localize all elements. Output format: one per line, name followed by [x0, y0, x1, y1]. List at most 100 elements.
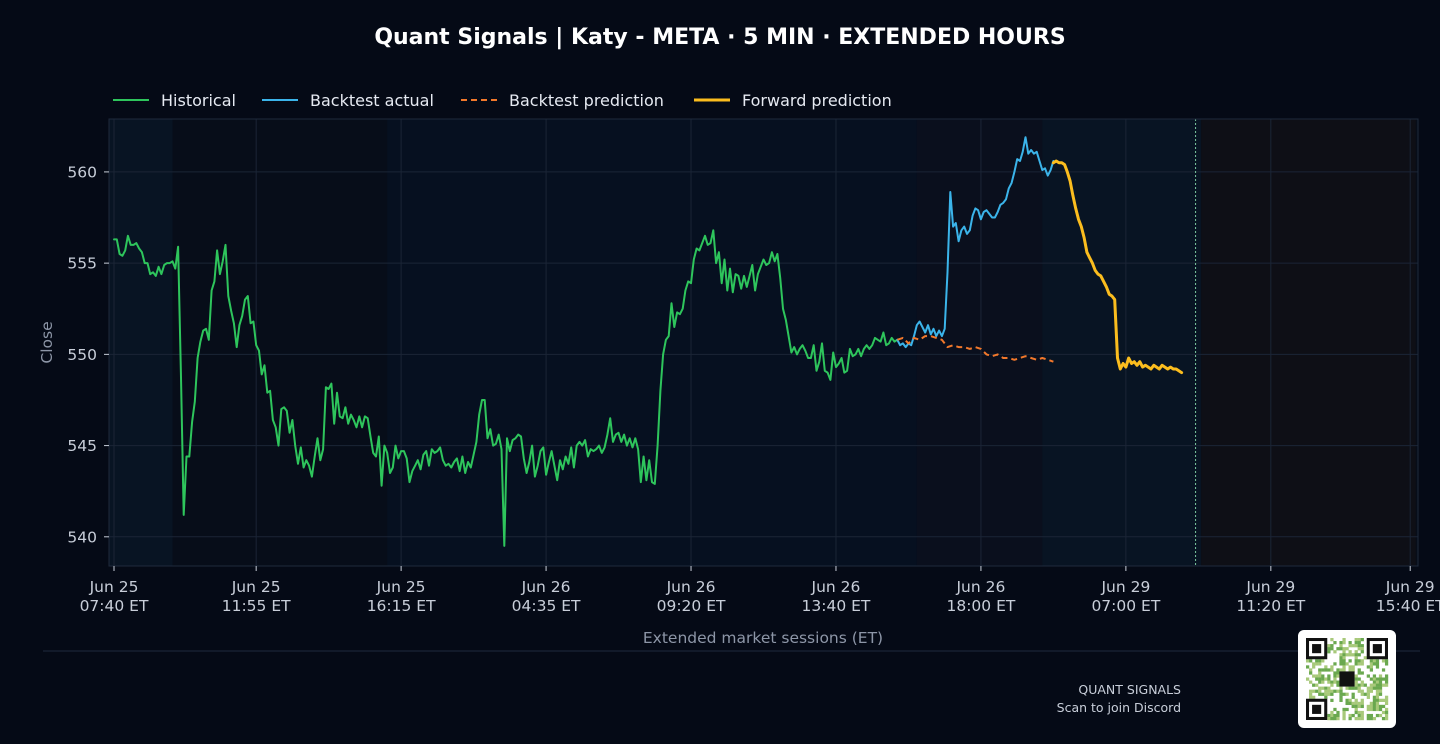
qr-module: [1354, 653, 1358, 657]
qr-module: [1357, 638, 1361, 642]
qr-module: [1369, 662, 1374, 666]
qr-module: [1324, 686, 1328, 690]
qr-module: [1375, 692, 1380, 696]
qr-module: [1357, 677, 1361, 681]
qr-module: [1354, 686, 1358, 690]
qr-module: [1333, 641, 1337, 645]
x-tick-label-date: Jun 25: [231, 578, 281, 596]
qr-module: [1357, 689, 1361, 693]
qr-module: [1339, 653, 1343, 657]
qr-module: [1357, 713, 1361, 718]
qr-module: [1345, 653, 1349, 657]
qr-module: [1309, 668, 1313, 672]
qr-module: [1306, 677, 1310, 681]
qr-module: [1342, 650, 1346, 654]
y-tick-label: 560: [67, 163, 97, 181]
x-tick-label-date: Jun 29: [1245, 578, 1295, 596]
qr-module: [1327, 677, 1331, 681]
qr-module: [1375, 707, 1380, 712]
qr-module: [1375, 680, 1380, 684]
qr-module: [1375, 695, 1380, 699]
qr-module: [1357, 653, 1361, 657]
qr-module: [1360, 647, 1364, 651]
legend-label: Backtest actual: [310, 91, 434, 110]
qr-module: [1339, 647, 1343, 651]
qr-module: [1369, 659, 1374, 663]
qr-module: [1354, 644, 1358, 648]
qr-module: [1351, 692, 1355, 696]
qr-module: [1351, 665, 1355, 669]
qr-module: [1357, 716, 1361, 721]
qr-module: [1372, 662, 1377, 666]
chart-title: Quant Signals | Katy - META · 5 MIN · EX…: [374, 25, 1065, 50]
qr-module: [1348, 698, 1352, 702]
qr-module: [1342, 659, 1346, 663]
x-tick-label-date: Jun 29: [1385, 578, 1435, 596]
qr-module: [1357, 662, 1361, 666]
qr-module: [1327, 686, 1331, 690]
qr-module: [1372, 716, 1377, 721]
qr-module: [1384, 707, 1389, 712]
qr-module: [1354, 680, 1358, 684]
x-tick-label-time: 13:40 ET: [802, 597, 871, 615]
qr-module: [1318, 692, 1322, 696]
qr-module: [1351, 704, 1355, 709]
qr-module: [1381, 698, 1386, 702]
y-axis: 540 545 550 555 560: [67, 163, 109, 546]
qr-module: [1306, 665, 1310, 669]
qr-module: [1324, 689, 1328, 693]
qr-module: [1354, 674, 1358, 678]
qr-module: [1378, 707, 1383, 712]
qr-module: [1342, 668, 1346, 672]
qr-module: [1339, 656, 1343, 660]
qr-module: [1348, 686, 1352, 690]
qr-module: [1333, 674, 1337, 678]
qr-module: [1357, 668, 1361, 672]
qr-module: [1327, 647, 1331, 651]
qr-module: [1360, 650, 1364, 654]
qr-module: [1327, 713, 1331, 718]
qr-module: [1369, 686, 1374, 690]
y-axis-label: Close: [38, 321, 56, 363]
qr-module: [1357, 671, 1361, 675]
qr-module: [1315, 662, 1319, 666]
qr-module: [1351, 653, 1355, 657]
qr-module: [1312, 689, 1316, 693]
qr-module: [1339, 659, 1343, 663]
qr-module: [1336, 674, 1340, 678]
qr-module: [1327, 680, 1331, 684]
qr-module: [1339, 644, 1343, 648]
qr-module: [1384, 659, 1389, 663]
qr-module: [1384, 698, 1389, 702]
qr-module: [1333, 689, 1337, 693]
qr-module: [1369, 707, 1374, 712]
qr-module: [1357, 701, 1361, 706]
qr-module: [1324, 668, 1328, 672]
discord-qr-code[interactable]: [1298, 630, 1396, 728]
qr-module: [1318, 659, 1322, 663]
qr-module: [1342, 710, 1346, 715]
qr-module: [1342, 641, 1346, 645]
qr-module: [1369, 704, 1374, 709]
qr-module: [1327, 692, 1331, 696]
qr-module: [1342, 647, 1346, 651]
qr-module: [1312, 695, 1316, 699]
x-tick-label-time: 07:40 ET: [80, 597, 149, 615]
chart-legend: Historical Backtest actual Backtest predic…: [113, 91, 892, 110]
x-tick-label-date: Jun 26: [521, 578, 571, 596]
qr-module: [1342, 662, 1346, 666]
qr-module: [1354, 656, 1358, 660]
plot-area: [108, 118, 1419, 567]
qr-module: [1336, 710, 1340, 715]
qr-module: [1309, 689, 1313, 693]
qr-module: [1339, 686, 1343, 690]
qr-module: [1330, 644, 1334, 648]
qr-module: [1333, 650, 1337, 654]
qr-module: [1330, 680, 1334, 684]
qr-module: [1378, 686, 1383, 690]
qr-module: [1336, 713, 1340, 718]
qr-module: [1315, 689, 1319, 693]
x-tick-label-date: Jun 29: [1100, 578, 1150, 596]
qr-module: [1348, 659, 1352, 663]
series-line-backtest-prediction: [896, 335, 1054, 363]
